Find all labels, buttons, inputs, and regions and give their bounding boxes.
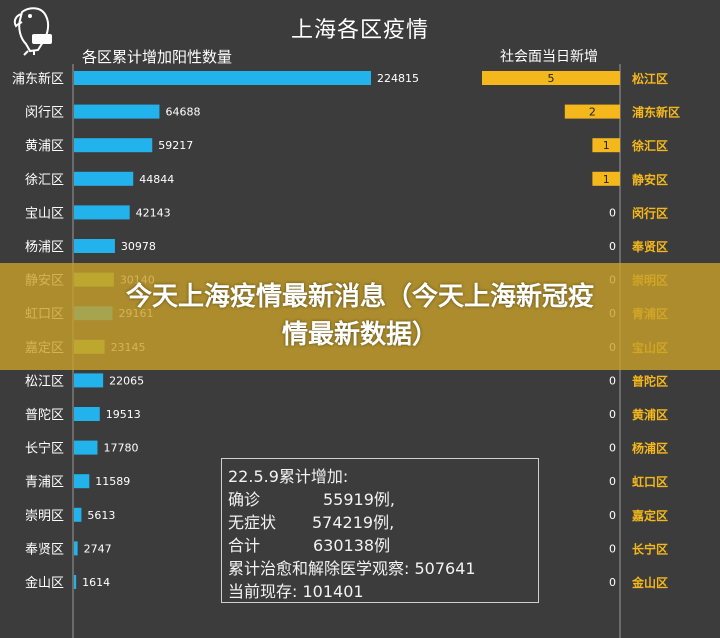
summary-confirmed-value: 55919例, — [323, 490, 395, 509]
summary-asymptomatic-label: 无症状 — [228, 513, 277, 532]
left-bar — [74, 138, 153, 153]
right-value-label: 0 — [609, 542, 616, 555]
left-value-label: 17780 — [103, 442, 138, 455]
right-category-label: 金山区 — [631, 575, 668, 590]
right-bar — [564, 104, 620, 119]
right-value-label: 0 — [609, 206, 616, 219]
summary-confirmed-label: 确诊 — [228, 490, 261, 509]
left-bar — [74, 541, 78, 556]
right-value-label: 0 — [609, 374, 616, 387]
right-value-label: 0 — [609, 475, 616, 488]
left-value-label: 42143 — [136, 206, 171, 219]
left-bar — [74, 407, 100, 421]
right-category-label: 徐汇区 — [631, 138, 668, 153]
left-bar — [74, 71, 371, 85]
left-chart-subtitle: 各区累计增加阳性数量 — [82, 48, 233, 66]
left-value-label: 59217 — [158, 139, 193, 152]
left-category-label: 宝山区 — [25, 206, 64, 221]
right-category-label: 黄浦区 — [632, 407, 668, 422]
summary-total-value: 630138例 — [313, 536, 391, 555]
left-value-label: 5613 — [87, 509, 115, 522]
left-value-label: 1614 — [82, 576, 110, 589]
left-bar — [74, 507, 82, 522]
right-category-label: 嘉定区 — [631, 508, 668, 523]
left-category-label: 金山区 — [25, 575, 64, 591]
right-bar — [592, 171, 620, 186]
right-bar — [482, 71, 620, 85]
left-bar — [74, 239, 115, 253]
right-category-label: 虹口区 — [632, 474, 668, 489]
left-category-label: 黄浦区 — [25, 139, 64, 154]
left-category-label: 普陀区 — [25, 407, 64, 423]
left-category-label: 奉贤区 — [25, 542, 64, 557]
headline-text[interactable]: 今天上海疫情最新消息（今天上海新冠疫 情最新数据） — [0, 278, 720, 354]
chart-title: 上海各区疫情 — [290, 18, 429, 43]
summary-heading: 22.5.9累计增加: — [228, 467, 349, 486]
summary-total-label: 合计 — [228, 536, 261, 555]
left-value-label: 2747 — [84, 542, 112, 555]
left-bar — [74, 205, 130, 220]
right-category-label: 闵行区 — [632, 205, 668, 220]
left-category-label: 崇明区 — [25, 509, 64, 524]
left-category-label: 青浦区 — [25, 475, 64, 490]
left-value-label: 22065 — [109, 374, 144, 387]
headline-line-1: 今天上海疫情最新消息（今天上海新冠疫 — [125, 282, 594, 312]
left-category-label: 松江区 — [25, 374, 64, 389]
right-bar — [592, 138, 620, 153]
right-category-label: 奉贤区 — [631, 239, 668, 254]
right-category-label: 普陀区 — [632, 373, 668, 388]
right-value-label: 1 — [603, 139, 610, 152]
right-value-label: 0 — [609, 442, 616, 455]
left-bar — [74, 575, 77, 589]
left-value-label: 11589 — [95, 475, 130, 488]
left-value-label: 19513 — [106, 408, 141, 421]
summary-asymptomatic-value: 574219例, — [312, 513, 395, 532]
left-bar — [74, 373, 104, 388]
right-value-label: 2 — [589, 106, 596, 119]
headline-line-2: 情最新数据） — [281, 320, 438, 350]
left-bar — [74, 474, 90, 489]
right-category-label: 长宁区 — [632, 541, 668, 556]
left-value-label: 30978 — [121, 240, 156, 253]
left-category-label: 闵行区 — [25, 106, 64, 121]
right-value-label: 0 — [609, 240, 616, 253]
left-category-label: 浦东新区 — [12, 71, 64, 87]
summary-cured-line: 累计治愈和解除医学观察: 507641 — [228, 559, 476, 578]
right-category-label: 松江区 — [632, 71, 668, 86]
left-category-label: 徐汇区 — [25, 173, 64, 188]
right-category-label: 浦东新区 — [632, 105, 680, 120]
right-value-label: 1 — [603, 173, 610, 186]
left-bar — [74, 171, 134, 186]
right-value-label: 0 — [609, 408, 616, 421]
left-category-label: 杨浦区 — [25, 240, 64, 255]
left-bar — [74, 104, 160, 119]
left-category-label: 长宁区 — [25, 441, 64, 457]
left-value-label: 64688 — [165, 106, 200, 119]
right-value-label: 5 — [548, 72, 555, 85]
right-category-label: 静安区 — [632, 172, 668, 187]
parrot-logo-icon — [13, 7, 52, 56]
right-chart-subtitle: 社会面当日新增 — [500, 49, 598, 65]
headline-banner — [0, 263, 720, 370]
summary-box: 22.5.9累计增加: 确诊 55919例, 无症状 574219例, 合计 6… — [221, 458, 539, 603]
summary-current-line: 当前现存: 101401 — [228, 582, 364, 601]
left-value-label: 224815 — [377, 72, 419, 85]
right-value-label: 0 — [609, 509, 616, 522]
right-value-label: 0 — [609, 576, 616, 589]
left-value-label: 44844 — [139, 173, 174, 186]
right-category-label: 杨浦区 — [632, 441, 668, 456]
left-bar — [74, 440, 98, 455]
